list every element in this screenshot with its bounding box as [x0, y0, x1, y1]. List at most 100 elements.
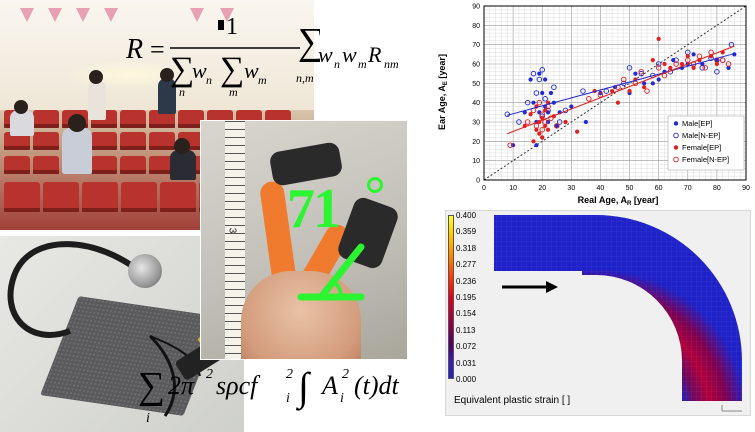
bunting-flag	[104, 8, 118, 22]
data-point	[597, 92, 604, 98]
data-point	[580, 88, 586, 94]
data-point	[650, 81, 655, 86]
bunting-flag	[190, 8, 204, 22]
plot-frame	[483, 5, 747, 181]
bottom-sum-sub: i	[146, 411, 150, 426]
rhs-subR: nm	[384, 57, 399, 71]
data-point	[575, 129, 580, 134]
lecture-hall-photo	[0, 0, 314, 230]
fem-mesh	[494, 215, 742, 412]
den-sum-sub-m: m	[229, 85, 238, 99]
data-point	[583, 119, 588, 125]
bunting-flag	[48, 8, 62, 22]
svg-text:∑: ∑	[170, 51, 194, 88]
svg-text:∑: ∑	[220, 51, 244, 88]
data-point	[543, 108, 548, 113]
bottom-exp2: 2	[206, 367, 213, 382]
trend-line	[507, 45, 735, 135]
data-point	[524, 99, 531, 106]
degree-symbol	[367, 177, 383, 193]
bottom-mid: sρcf	[216, 371, 261, 400]
audience-head	[14, 100, 28, 114]
data-point	[586, 96, 592, 102]
data-point	[726, 65, 731, 70]
data-point	[714, 68, 720, 75]
y-tick-label: 0	[476, 178, 480, 185]
data-point	[528, 112, 533, 117]
data-point	[642, 81, 647, 86]
data-point	[638, 70, 644, 77]
data-point	[540, 116, 545, 121]
x-tick-label: 80	[713, 185, 721, 192]
data-point	[536, 99, 543, 106]
data-point	[542, 96, 548, 102]
formula-lhs: R	[125, 34, 143, 65]
energy-formula: ∑ i 2π 2 sρcf i 2 ∫ A i 2 (t)dt	[138, 364, 400, 426]
data-point	[533, 123, 540, 129]
y-tick-label: 90	[472, 4, 480, 11]
legend-marker	[673, 121, 679, 126]
weighted-average-formula: R = 1 ∑ w n n ∑ w m m	[125, 14, 300, 99]
den-sub-m: m	[258, 73, 267, 87]
angle-indicator	[297, 243, 365, 301]
bunting-flag	[76, 8, 90, 22]
data-point	[524, 119, 531, 125]
data-point	[725, 61, 732, 67]
bottom-f-exp: 2	[286, 367, 293, 382]
fem-legend-value: 0.195	[456, 293, 477, 302]
fem-color-bar	[448, 215, 454, 379]
data-point	[542, 119, 548, 125]
data-point	[620, 76, 627, 83]
y-tick-label: 50	[472, 81, 480, 88]
rhs-w2: w	[342, 42, 357, 67]
audience-member	[170, 150, 196, 180]
bottom-A-sub: i	[340, 391, 344, 406]
data-point	[543, 123, 548, 128]
bottom-f-sub: i	[286, 391, 290, 406]
x-axis-label: Real Age, AR [year]	[578, 195, 659, 207]
fem-legend-value: 0.072	[456, 342, 477, 352]
y-tick-label: 60	[472, 62, 480, 69]
chart-points	[504, 36, 737, 148]
bunting-flag	[20, 8, 34, 22]
x-tick-label: 0	[482, 185, 486, 192]
data-point	[691, 65, 696, 70]
data-point	[534, 127, 539, 132]
data-point	[507, 142, 513, 148]
fem-legend-value: 0.359	[456, 227, 477, 237]
fem-caption: Equivalent plastic strain [ ]	[454, 395, 571, 406]
data-point	[626, 65, 633, 71]
formula-numerator: 1	[226, 14, 238, 40]
data-point	[702, 65, 708, 71]
data-point	[539, 111, 545, 118]
x-tick-label: 20	[538, 185, 546, 192]
data-point	[540, 135, 545, 140]
data-point	[656, 77, 661, 82]
den-sub-n: n	[206, 73, 212, 87]
flow-arrow-head	[546, 281, 558, 293]
y-tick-label: 10	[472, 158, 480, 165]
fem-legend-value: 0.113	[456, 325, 476, 335]
legend-marker	[673, 132, 679, 139]
data-point	[548, 90, 554, 96]
data-point	[536, 76, 543, 83]
fem-legend-value: 0.318	[456, 243, 477, 253]
data-point	[714, 61, 719, 67]
chart-legend: Male[EP] Male[N-EP] Female[EP] Female[N-EP]	[667, 115, 745, 171]
data-point	[533, 90, 540, 96]
data-point	[650, 58, 655, 63]
data-point	[554, 123, 560, 129]
data-point	[673, 61, 679, 67]
formula-rhs: w n w m R nm n,m	[296, 42, 399, 85]
y-tick-label: 30	[472, 120, 480, 127]
data-point	[685, 54, 690, 59]
bottom-tail: (t)dt	[354, 371, 400, 400]
data-point	[668, 65, 673, 70]
y-tick-label: 70	[472, 42, 480, 49]
data-point	[534, 143, 539, 148]
fem-legend-value: 0.236	[456, 276, 477, 286]
rhs-R: R	[367, 42, 382, 67]
data-point	[531, 100, 536, 105]
data-point	[656, 36, 661, 41]
data-point	[528, 77, 533, 82]
